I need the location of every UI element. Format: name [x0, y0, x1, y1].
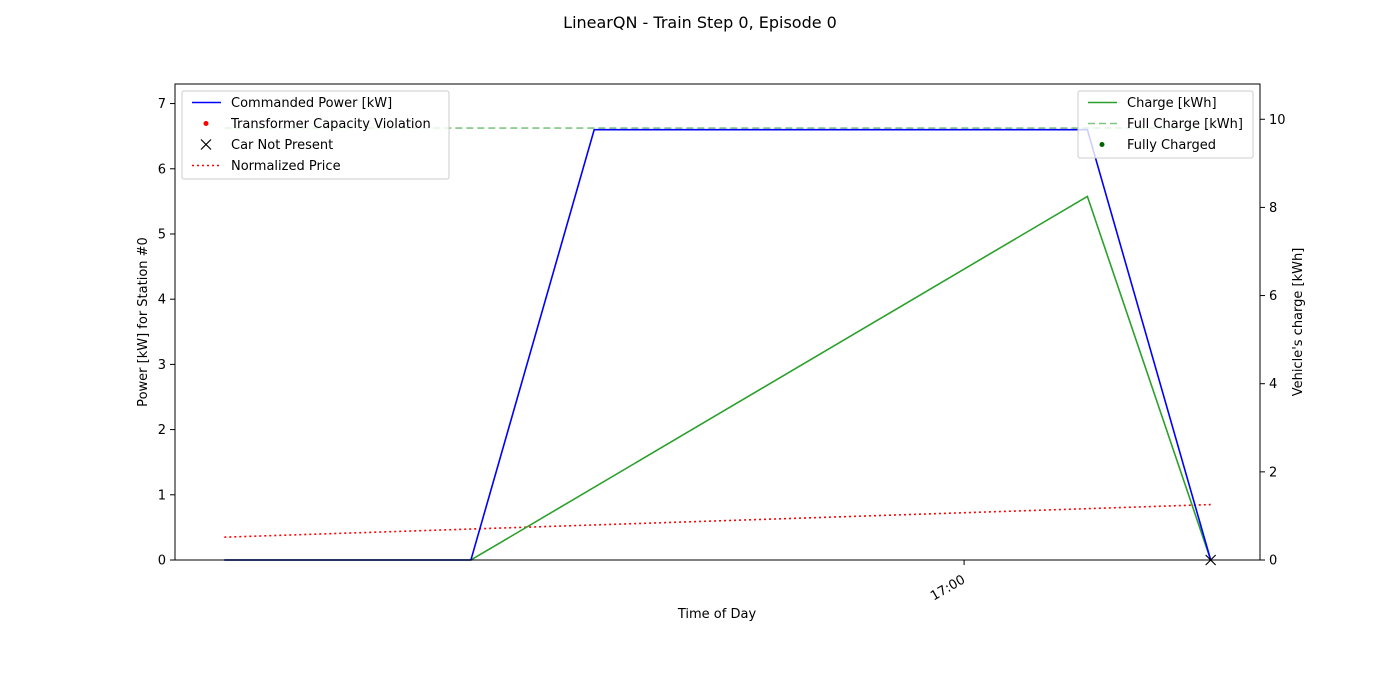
y-left-tick-label: 7	[158, 97, 166, 112]
legend-frame	[1077, 90, 1254, 159]
series-normalized-price	[224, 503, 1211, 538]
plot-frame	[174, 83, 1261, 561]
x-tick-label: 17:00	[928, 572, 968, 604]
y-left-tick-label: 6	[158, 162, 166, 177]
legend-label-transformer-capacity-violation: Transformer Capacity Violation	[230, 117, 431, 132]
series-commanded-power-kw	[224, 128, 1212, 561]
legend-label-full-charge-kwh: Full Charge [kWh]	[1127, 117, 1243, 132]
y-left-tick-label: 2	[158, 423, 166, 438]
chart-title: LinearQN - Train Step 0, Episode 0	[563, 13, 837, 32]
y-left-tick-label: 5	[158, 227, 166, 242]
y-right-tick-label: 6	[1269, 289, 1277, 304]
y-right-tick-label: 4	[1269, 377, 1277, 392]
y-left-tick-label: 4	[158, 293, 166, 308]
legend-label-car-not-present: Car Not Present	[231, 138, 333, 153]
legend-marker-car-not-present-b	[200, 139, 212, 150]
legend-label-commanded-power-kw: Commanded Power [kW]	[231, 96, 392, 111]
y-right-tick-label: 2	[1269, 465, 1277, 480]
y-axis-left-label: Power [kW] for Station #0	[136, 237, 151, 407]
y-left-tick-label: 1	[158, 488, 166, 503]
legend-frame	[181, 90, 450, 180]
legend-marker-transformer-capacity-violation	[203, 121, 209, 126]
y-left-tick-label: 0	[158, 554, 166, 569]
legend-marker-car-not-present	[200, 139, 212, 150]
series-charge-kwh	[224, 195, 1212, 561]
plot-area	[224, 127, 1217, 566]
x-axis-label: Time of Day	[677, 607, 757, 622]
legend-left: Commanded Power [kW] Transformer Capacity…	[181, 90, 450, 180]
legend-label-charge-kwh: Charge [kWh]	[1127, 96, 1217, 111]
y-axis-right-label: Vehicle's charge [kWh]	[1291, 248, 1306, 397]
legend-label-normalized-price: Normalized Price	[231, 159, 341, 174]
legend-marker-fully-charged	[1099, 142, 1105, 147]
y-right-tick-label: 10	[1269, 113, 1286, 128]
y-right-tick-label: 0	[1269, 554, 1277, 569]
y-left-tick-label: 3	[158, 358, 166, 373]
legend-label-fully-charged: Fully Charged	[1127, 138, 1216, 153]
legend-right: Charge [kWh] Full Charge [kWh] Fully Charg…	[1077, 90, 1254, 159]
y-right-tick-label: 8	[1269, 201, 1277, 216]
